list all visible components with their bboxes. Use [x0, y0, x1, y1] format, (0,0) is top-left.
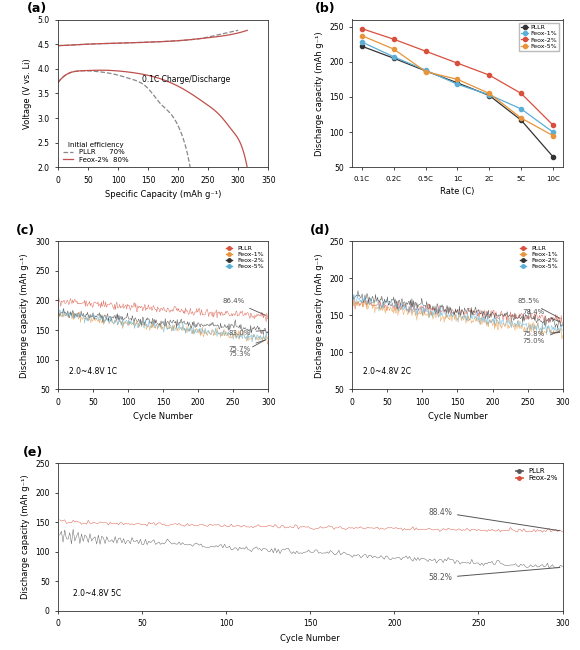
Feox-1%	[518, 105, 525, 113]
Text: (e): (e)	[23, 446, 43, 459]
PLLR	[358, 42, 365, 50]
Text: 2.0~4.8V 2C: 2.0~4.8V 2C	[363, 367, 411, 376]
Feox-5%	[454, 75, 461, 83]
Y-axis label: Discharge capacity (mAh g⁻¹): Discharge capacity (mAh g⁻¹)	[315, 253, 324, 378]
Line: Feox-2%: Feox-2%	[360, 27, 555, 127]
Feox-1%	[422, 66, 429, 74]
Text: 88.4%: 88.4%	[428, 508, 560, 530]
PLLR	[422, 67, 429, 75]
Feox-1%	[486, 91, 493, 99]
Y-axis label: Discharge capacity (mAh g⁻¹): Discharge capacity (mAh g⁻¹)	[21, 474, 30, 599]
Legend: PLLR, Feox-2%: PLLR, Feox-2%	[514, 467, 559, 482]
Text: (a): (a)	[27, 2, 47, 15]
Text: 83.0%: 83.0%	[229, 330, 266, 336]
Feox-2%	[454, 59, 461, 67]
Y-axis label: Discharge capacity (mAh g⁻¹): Discharge capacity (mAh g⁻¹)	[315, 31, 324, 156]
Feox-1%	[390, 53, 397, 60]
Feox-5%	[518, 114, 525, 122]
Legend: PLLR, Feox-1%, Feox-2%, Feox-5%: PLLR, Feox-1%, Feox-2%, Feox-5%	[519, 244, 560, 270]
Text: 86.4%: 86.4%	[223, 298, 266, 315]
Text: 75.7%: 75.7%	[229, 340, 266, 352]
Text: (b): (b)	[314, 2, 335, 15]
X-axis label: Cycle Number: Cycle Number	[133, 412, 193, 421]
PLLR	[518, 116, 525, 124]
PLLR	[390, 55, 397, 62]
PLLR	[550, 153, 557, 161]
Text: (c): (c)	[16, 224, 35, 237]
X-axis label: Specific Capacity (mAh g⁻¹): Specific Capacity (mAh g⁻¹)	[105, 190, 222, 200]
Feox-2%	[390, 35, 397, 43]
Text: 75.0%: 75.0%	[523, 331, 560, 345]
Feox-5%	[550, 132, 557, 140]
Line: PLLR: PLLR	[360, 44, 555, 159]
Text: 2.0~4.8V 5C: 2.0~4.8V 5C	[73, 589, 121, 598]
Text: 78.4%: 78.4%	[523, 309, 560, 322]
Feox-2%	[518, 90, 525, 97]
Line: Feox-5%: Feox-5%	[360, 34, 555, 138]
X-axis label: Rate (C): Rate (C)	[440, 187, 474, 196]
Text: 58.2%: 58.2%	[428, 567, 560, 582]
Feox-5%	[358, 32, 365, 40]
Y-axis label: Voltage (V vs. Li): Voltage (V vs. Li)	[23, 58, 32, 129]
Feox-2%	[422, 47, 429, 55]
Text: 2.0~4.8V 1C: 2.0~4.8V 1C	[68, 367, 117, 376]
Legend: PLLR, Feox-1%, Feox-2%, Feox-5%: PLLR, Feox-1%, Feox-2%, Feox-5%	[224, 244, 265, 270]
Legend: PLLR, Feox-1%, Feox-2%, Feox-5%: PLLR, Feox-1%, Feox-2%, Feox-5%	[519, 23, 560, 51]
Text: (d): (d)	[310, 224, 331, 237]
X-axis label: Cycle Number: Cycle Number	[280, 634, 340, 643]
PLLR	[454, 79, 461, 86]
Y-axis label: Discharge capacity (mAh g⁻¹): Discharge capacity (mAh g⁻¹)	[20, 253, 30, 378]
PLLR	[486, 92, 493, 99]
Text: 75.8%: 75.8%	[523, 331, 560, 337]
Legend: PLLR      70%, Feox-2%  80%: PLLR 70%, Feox-2% 80%	[61, 141, 130, 164]
Feox-5%	[422, 68, 429, 75]
Feox-1%	[550, 128, 557, 136]
Feox-2%	[358, 25, 365, 32]
Text: 75.3%: 75.3%	[229, 340, 266, 357]
Text: 0.1C Charge/Discharge: 0.1C Charge/Discharge	[142, 75, 230, 84]
Feox-5%	[486, 90, 493, 97]
Feox-1%	[358, 38, 365, 46]
Feox-5%	[390, 45, 397, 53]
Feox-2%	[486, 72, 493, 79]
Line: Feox-1%: Feox-1%	[360, 40, 555, 135]
Feox-1%	[454, 81, 461, 88]
X-axis label: Cycle Number: Cycle Number	[427, 412, 487, 421]
Text: 85.5%: 85.5%	[517, 298, 560, 318]
Feox-2%	[550, 121, 557, 129]
